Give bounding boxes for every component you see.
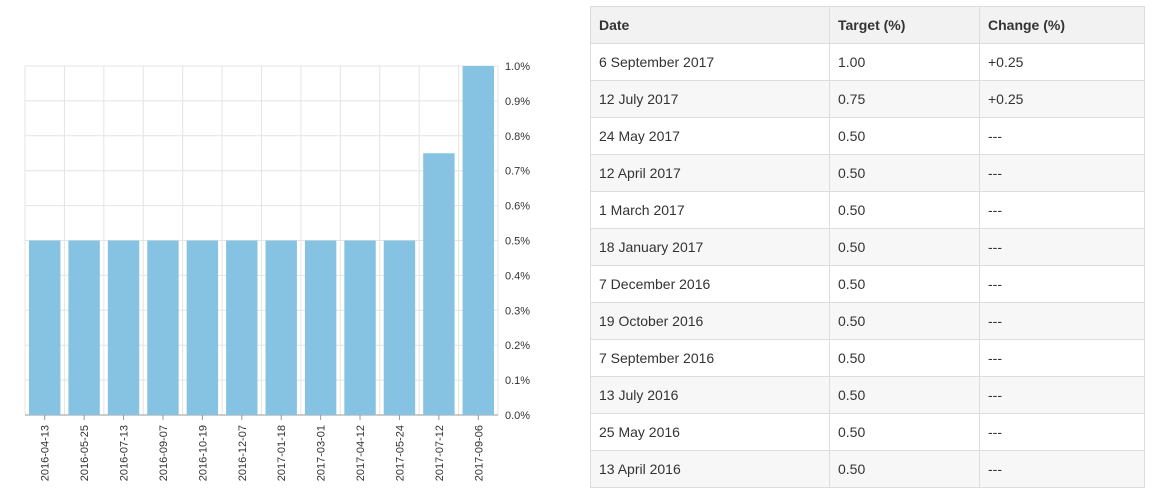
bar [265, 240, 297, 415]
change-cell: --- [979, 117, 1145, 155]
date-cell: 13 July 2016 [590, 376, 830, 414]
x-tick-label: 2017-05-24 [394, 425, 406, 481]
table-row: 1 March 2017 0.50 --- [590, 191, 1145, 229]
chart-bars [29, 66, 494, 415]
change-cell: +0.25 [979, 43, 1145, 81]
x-tick-label: 2017-07-12 [434, 425, 446, 481]
change-cell: --- [979, 191, 1145, 229]
bar [186, 240, 219, 415]
date-cell: 7 December 2016 [590, 265, 830, 303]
x-tick-label: 2016-05-25 [79, 425, 91, 481]
target-cell: 1.00 [829, 43, 980, 81]
bar [29, 240, 61, 415]
target-cell: 0.50 [829, 265, 980, 303]
target-cell: 0.50 [829, 450, 980, 488]
x-tick-label: 2017-04-12 [355, 425, 367, 481]
change-cell: +0.25 [979, 80, 1145, 118]
bar [147, 240, 179, 415]
x-tick-label: 2016-07-13 [119, 425, 131, 481]
y-axis-ticks: 0.0% 0.1% 0.2% 0.3% 0.4% 0.5% 0.6% 0.7% 0.8% 0.9%… [505, 61, 530, 422]
date-cell: 19 October 2016 [590, 302, 830, 340]
date-cell: 1 March 2017 [590, 191, 830, 229]
bar [344, 240, 376, 415]
change-cell: --- [979, 302, 1145, 340]
x-tick-label: 2017-01-18 [276, 425, 288, 481]
bar [68, 240, 100, 415]
date-cell: 24 May 2017 [590, 117, 830, 155]
x-tick-label: 2017-03-01 [316, 425, 328, 481]
change-cell: --- [979, 339, 1145, 377]
x-tick-label: 2016-10-19 [197, 425, 209, 481]
x-tick-label: 2016-09-07 [158, 425, 170, 481]
y-tick-label: 0.1% [505, 375, 530, 387]
table-row: 13 July 2016 0.50 --- [590, 376, 1145, 414]
table-row: 6 September 2017 1.00 +0.25 [590, 43, 1145, 81]
change-cell: --- [979, 154, 1145, 192]
date-cell: 7 September 2016 [590, 339, 830, 377]
column-header-target: Target (%) [829, 6, 980, 44]
column-header-change: Change (%) [979, 6, 1145, 44]
date-cell: 18 January 2017 [590, 228, 830, 266]
change-cell: --- [979, 450, 1145, 488]
date-cell: 6 September 2017 [590, 43, 830, 81]
target-cell: 0.50 [829, 117, 980, 155]
y-tick-label: 0.3% [505, 305, 530, 317]
table-row: 7 December 2016 0.50 --- [590, 265, 1145, 303]
change-cell: --- [979, 376, 1145, 414]
change-cell: --- [979, 413, 1145, 451]
y-tick-label: 1.0% [505, 61, 530, 73]
y-tick-label: 0.4% [505, 270, 530, 282]
target-cell: 0.50 [829, 376, 980, 414]
bar-chart: 0.0% 0.1% 0.2% 0.3% 0.4% 0.5% 0.6% 0.7% 0.8% 0.9%… [24, 61, 530, 481]
bar [226, 240, 258, 415]
y-tick-label: 0.9% [505, 96, 530, 108]
change-cell: --- [979, 228, 1145, 266]
column-header-date: Date [590, 6, 830, 44]
y-tick-label: 0.6% [505, 201, 530, 213]
chart-grid [24, 65, 499, 416]
target-cell: 0.75 [829, 80, 980, 118]
x-tick-label: 2016-04-13 [40, 425, 52, 481]
date-cell: 12 July 2017 [590, 80, 830, 118]
y-tick-label: 0.8% [505, 131, 530, 143]
table-row: 12 July 2017 0.75 +0.25 [590, 80, 1145, 118]
x-axis-ticks: 2016-04-13 2016-05-25 2016-07-13 2016-09-07… [40, 415, 485, 481]
target-cell: 0.50 [829, 228, 980, 266]
target-cell: 0.50 [829, 413, 980, 451]
table-row: 24 May 2017 0.50 --- [590, 117, 1145, 155]
date-cell: 13 April 2016 [590, 450, 830, 488]
date-cell: 25 May 2016 [590, 413, 830, 451]
table-row: 12 April 2017 0.50 --- [590, 154, 1145, 192]
target-cell: 0.50 [829, 154, 980, 192]
bar [107, 240, 140, 415]
rate-history-table: Date Target (%) Change (%) 6 September 2… [590, 6, 1145, 488]
bar [304, 240, 337, 415]
x-tick-label: 2016-12-07 [237, 425, 249, 481]
table-row: 25 May 2016 0.50 --- [590, 413, 1145, 451]
bar [462, 66, 494, 415]
y-tick-label: 0.2% [505, 340, 530, 352]
bar [383, 240, 416, 415]
x-tick-label: 2017-09-06 [473, 425, 485, 481]
change-cell: --- [979, 265, 1145, 303]
target-cell: 0.50 [829, 302, 980, 340]
table-row: 18 January 2017 0.50 --- [590, 228, 1145, 266]
table-row: 13 April 2016 0.50 --- [590, 450, 1145, 488]
bar [423, 153, 455, 415]
target-cell: 0.50 [829, 191, 980, 229]
table-row: 7 September 2016 0.50 --- [590, 339, 1145, 377]
table-header-row: Date Target (%) Change (%) [590, 6, 1145, 44]
date-cell: 12 April 2017 [590, 154, 830, 192]
y-tick-label: 0.5% [505, 236, 530, 248]
y-tick-label: 0.7% [505, 166, 530, 178]
table-row: 19 October 2016 0.50 --- [590, 302, 1145, 340]
target-cell: 0.50 [829, 339, 980, 377]
y-tick-label: 0.0% [505, 410, 530, 422]
